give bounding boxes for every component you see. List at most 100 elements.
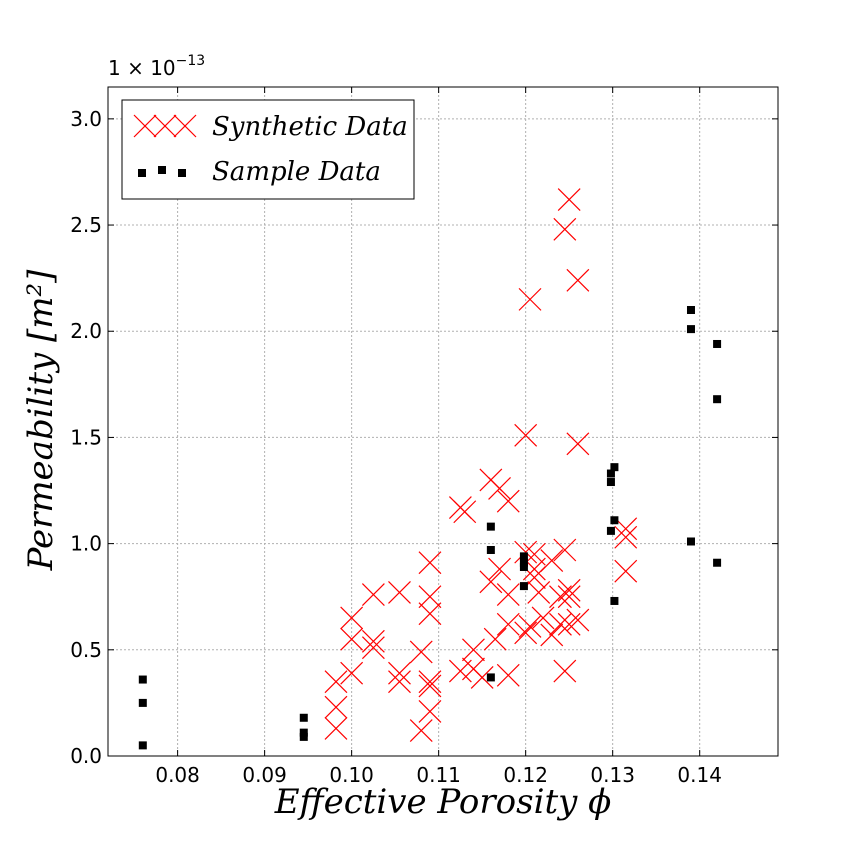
sample-point (486, 545, 495, 554)
synthetic-point (557, 585, 581, 609)
synthetic-point (418, 670, 442, 694)
series-synthetic-data (324, 188, 638, 742)
synthetic-point (557, 578, 581, 602)
synthetic-point (566, 608, 590, 632)
synthetic-point (514, 423, 538, 447)
synthetic-point (388, 670, 411, 694)
synthetic-point (418, 551, 442, 575)
synthetic-point (418, 602, 442, 626)
synthetic-point (479, 570, 503, 594)
sample-point (486, 673, 495, 682)
x-tick-label: 0.13 (590, 763, 635, 787)
synthetic-point (614, 559, 638, 583)
axis-ticks: 0.08 0.09 0.10 0.11 0.12 0.13 0.14 0.0 0.5 1.0 1.5… (70, 87, 778, 787)
synthetic-point (409, 719, 433, 742)
synthetic-point (488, 557, 511, 581)
x-tick-label: 0.11 (416, 763, 461, 787)
y-tick-label: 3.0 (70, 107, 102, 131)
legend: Synthetic Data Sample Data (121, 99, 415, 200)
sample-point (138, 675, 147, 684)
sample-point (610, 463, 619, 472)
synthetic-point (614, 525, 638, 549)
sample-point (606, 526, 615, 535)
synthetic-point (361, 636, 385, 660)
synthetic-point (514, 540, 538, 564)
synthetic-point (361, 583, 385, 607)
synthetic-point (531, 606, 555, 630)
grid-lines (108, 87, 778, 757)
synthetic-point (418, 585, 442, 609)
y-offset-label: 1 × 10−13 (108, 53, 205, 80)
synthetic-point (549, 612, 572, 636)
sample-point (519, 562, 528, 571)
synthetic-point (553, 538, 577, 562)
sample-point (713, 339, 722, 348)
legend-sample-marker (178, 169, 186, 177)
legend-synthetic-marker (153, 114, 177, 138)
x-tick-label: 0.08 (155, 763, 200, 787)
sample-point (519, 582, 528, 591)
synthetic-point (470, 665, 494, 689)
synthetic-point (324, 716, 348, 740)
y-tick-label: 2.5 (70, 213, 102, 237)
synthetic-point (488, 476, 511, 500)
synthetic-point (540, 549, 564, 573)
synthetic-point (340, 606, 364, 630)
y-tick-label: 2.0 (70, 319, 102, 343)
legend-box (121, 99, 415, 200)
synthetic-point (518, 615, 542, 638)
data-points (138, 188, 722, 750)
x-tick-label: 0.12 (503, 763, 548, 787)
synthetic-point (453, 500, 477, 524)
sample-point (686, 306, 695, 314)
synthetic-point (418, 699, 442, 723)
legend-sample-marker (138, 169, 146, 177)
x-tick-label: 0.10 (329, 763, 374, 787)
synthetic-point (418, 674, 442, 698)
synthetic-point (324, 670, 348, 694)
legend-sample-marker (158, 166, 166, 174)
synthetic-point (514, 621, 538, 645)
sample-point (299, 728, 308, 737)
y-tick-label: 1.0 (70, 532, 102, 556)
sample-point (610, 596, 619, 605)
x-tick-label: 0.09 (242, 763, 287, 787)
synthetic-point (409, 640, 433, 664)
synthetic-point (388, 661, 411, 685)
synthetic-point (518, 287, 542, 311)
sample-point (138, 741, 147, 750)
sample-point (519, 558, 528, 567)
series-sample-data (138, 306, 722, 750)
synthetic-point (496, 583, 520, 607)
synthetic-point (557, 612, 581, 636)
x-tick-label: 0.14 (677, 763, 722, 787)
sample-point (713, 395, 722, 404)
sample-point (606, 469, 615, 478)
x-axis-label: Effective Porosity ϕ (274, 782, 612, 822)
plot-frame (107, 86, 779, 757)
sample-point (606, 478, 615, 487)
sample-point (519, 552, 528, 561)
y-tick-label: 1.5 (70, 425, 102, 449)
y-axis-label: Permeability [m²] (21, 269, 61, 572)
synthetic-point (566, 268, 590, 292)
synthetic-point (496, 489, 520, 513)
synthetic-point (557, 188, 581, 211)
synthetic-point (340, 627, 364, 651)
sample-point (686, 325, 695, 334)
synthetic-point (527, 581, 551, 604)
synthetic-point (340, 661, 364, 685)
sample-point (138, 698, 147, 707)
sample-point (610, 516, 619, 525)
legend-synthetic-marker (133, 114, 157, 138)
legend-markers (133, 114, 197, 177)
y-tick-label: 0.5 (70, 638, 102, 662)
legend-synthetic-marker (173, 114, 197, 138)
y-tick-label: 0.0 (70, 744, 102, 768)
synthetic-point (553, 659, 577, 683)
sample-point (486, 522, 495, 531)
sample-point (299, 732, 308, 741)
synthetic-point (496, 612, 520, 636)
legend-label-synthetic: Synthetic Data (212, 112, 408, 142)
